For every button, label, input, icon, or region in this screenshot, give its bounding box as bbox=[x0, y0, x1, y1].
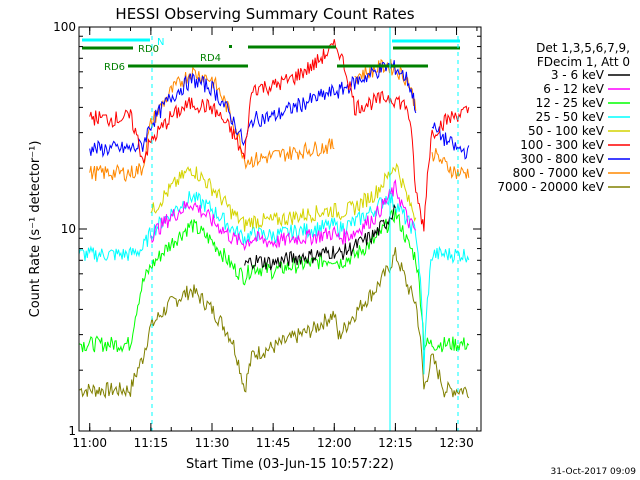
x-tick-label-4: 12:00 bbox=[317, 436, 352, 450]
series-line-1-0 bbox=[150, 179, 417, 252]
x-tick-label-5: 12:15 bbox=[378, 436, 413, 450]
y-tick-label-1: 10 bbox=[61, 222, 76, 236]
x-tick-label-2: 11:30 bbox=[195, 436, 230, 450]
legend-label-0: 3 - 6 keV bbox=[551, 68, 605, 82]
legend-label-2: 12 - 25 keV bbox=[536, 96, 605, 110]
y-tick-label-0: 1 bbox=[68, 424, 76, 438]
series-line-3-0 bbox=[78, 191, 470, 375]
series-line-7-2 bbox=[431, 148, 470, 179]
legend-header-line1: Det 1,3,5,6,7,9, bbox=[536, 41, 630, 55]
axes: 11:00 11:15 11:30 11:45 12:00 12:15 12:30 1 10 10… bbox=[53, 20, 482, 450]
x-tick-label-6: 12:30 bbox=[439, 436, 474, 450]
x-axis-label: Start Time (03-Jun-15 10:57:22) bbox=[186, 457, 394, 472]
legend-label-4: 50 - 100 keV bbox=[528, 124, 605, 138]
annotation-rd0: RD0 bbox=[138, 44, 159, 55]
series-line-2-0 bbox=[78, 208, 470, 353]
x-tick-label-3: 11:45 bbox=[256, 436, 291, 450]
annotation-rd4: RD4 bbox=[200, 53, 221, 64]
series-line-6-0 bbox=[89, 60, 417, 158]
annotation-rd6: RD6 bbox=[104, 62, 125, 73]
annotation-n: N bbox=[157, 37, 164, 48]
series-line-5-0 bbox=[89, 39, 470, 232]
series-line-6-1 bbox=[431, 122, 470, 160]
legend-header-line2: FDecim 1, Att 0 bbox=[537, 55, 630, 69]
x-tick-label-1: 11:15 bbox=[134, 436, 169, 450]
y-axis-label: Count Rate (s⁻¹ detector⁻¹) bbox=[28, 141, 43, 318]
series-line-7-0 bbox=[89, 66, 335, 183]
legend-label-1: 6 - 12 keV bbox=[543, 82, 605, 96]
series-line-8-0 bbox=[78, 247, 470, 399]
legend: Det 1,3,5,6,7,9, FDecim 1, Att 0 3 - 6 k… bbox=[497, 41, 630, 194]
x-tick-label-0: 11:00 bbox=[72, 436, 107, 450]
series-line-0-0 bbox=[244, 204, 396, 271]
series-line-4-0 bbox=[150, 162, 417, 232]
render-timestamp: 31-Oct-2017 09:09 bbox=[551, 467, 637, 477]
night-dot bbox=[229, 45, 232, 48]
series-layer bbox=[78, 39, 470, 399]
legend-label-8: 7000 - 20000 keV bbox=[497, 180, 604, 194]
y-tick-label-2: 100 bbox=[53, 20, 76, 34]
chart-title: HESSI Observing Summary Count Rates bbox=[115, 5, 414, 23]
legend-label-6: 300 - 800 keV bbox=[520, 152, 604, 166]
legend-label-3: 25 - 50 keV bbox=[536, 110, 605, 124]
overlay-layer: N RD0 RD4 RD6 bbox=[82, 27, 460, 431]
legend-label-5: 100 - 300 keV bbox=[520, 138, 604, 152]
legend-label-7: 800 - 7000 keV bbox=[513, 166, 605, 180]
